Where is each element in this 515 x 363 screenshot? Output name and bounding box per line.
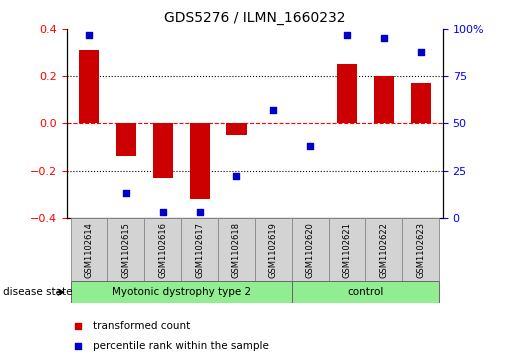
Text: GSM1102617: GSM1102617 — [195, 222, 204, 278]
Text: GSM1102618: GSM1102618 — [232, 222, 241, 278]
Point — [306, 143, 314, 149]
Bar — [227, 123, 247, 135]
Text: GSM1102623: GSM1102623 — [416, 222, 425, 278]
Bar — [255, 218, 292, 281]
Bar — [108, 218, 144, 281]
Point — [417, 49, 425, 54]
Bar — [79, 50, 99, 123]
Text: transformed count: transformed count — [93, 321, 191, 331]
Point — [343, 32, 351, 38]
Bar — [152, 123, 173, 178]
Bar — [218, 218, 255, 281]
Bar — [144, 218, 181, 281]
Bar — [374, 76, 394, 123]
Point — [269, 107, 278, 113]
Bar — [116, 123, 136, 156]
Bar — [410, 83, 431, 123]
Bar — [292, 281, 439, 303]
Text: disease state: disease state — [3, 287, 72, 297]
Text: GSM1102621: GSM1102621 — [342, 222, 352, 278]
Point — [159, 209, 167, 215]
Text: GSM1102620: GSM1102620 — [306, 222, 315, 278]
Text: GSM1102619: GSM1102619 — [269, 222, 278, 278]
Point — [74, 343, 82, 349]
Bar — [337, 64, 357, 123]
Bar — [329, 218, 366, 281]
Point — [380, 36, 388, 41]
Point — [232, 174, 241, 179]
Bar — [366, 218, 402, 281]
Bar — [71, 281, 292, 303]
Bar — [292, 218, 329, 281]
Text: GSM1102614: GSM1102614 — [84, 222, 94, 278]
Point — [196, 209, 204, 215]
Bar — [402, 218, 439, 281]
Point — [85, 32, 93, 38]
Bar — [71, 218, 108, 281]
Title: GDS5276 / ILMN_1660232: GDS5276 / ILMN_1660232 — [164, 11, 346, 25]
Bar — [181, 218, 218, 281]
Point — [122, 190, 130, 196]
Text: GSM1102622: GSM1102622 — [380, 222, 388, 278]
Text: Myotonic dystrophy type 2: Myotonic dystrophy type 2 — [112, 287, 251, 297]
Bar — [190, 123, 210, 199]
Point — [74, 323, 82, 329]
Text: GSM1102616: GSM1102616 — [158, 222, 167, 278]
Text: GSM1102615: GSM1102615 — [122, 222, 130, 278]
Text: percentile rank within the sample: percentile rank within the sample — [93, 341, 269, 351]
Text: control: control — [347, 287, 384, 297]
